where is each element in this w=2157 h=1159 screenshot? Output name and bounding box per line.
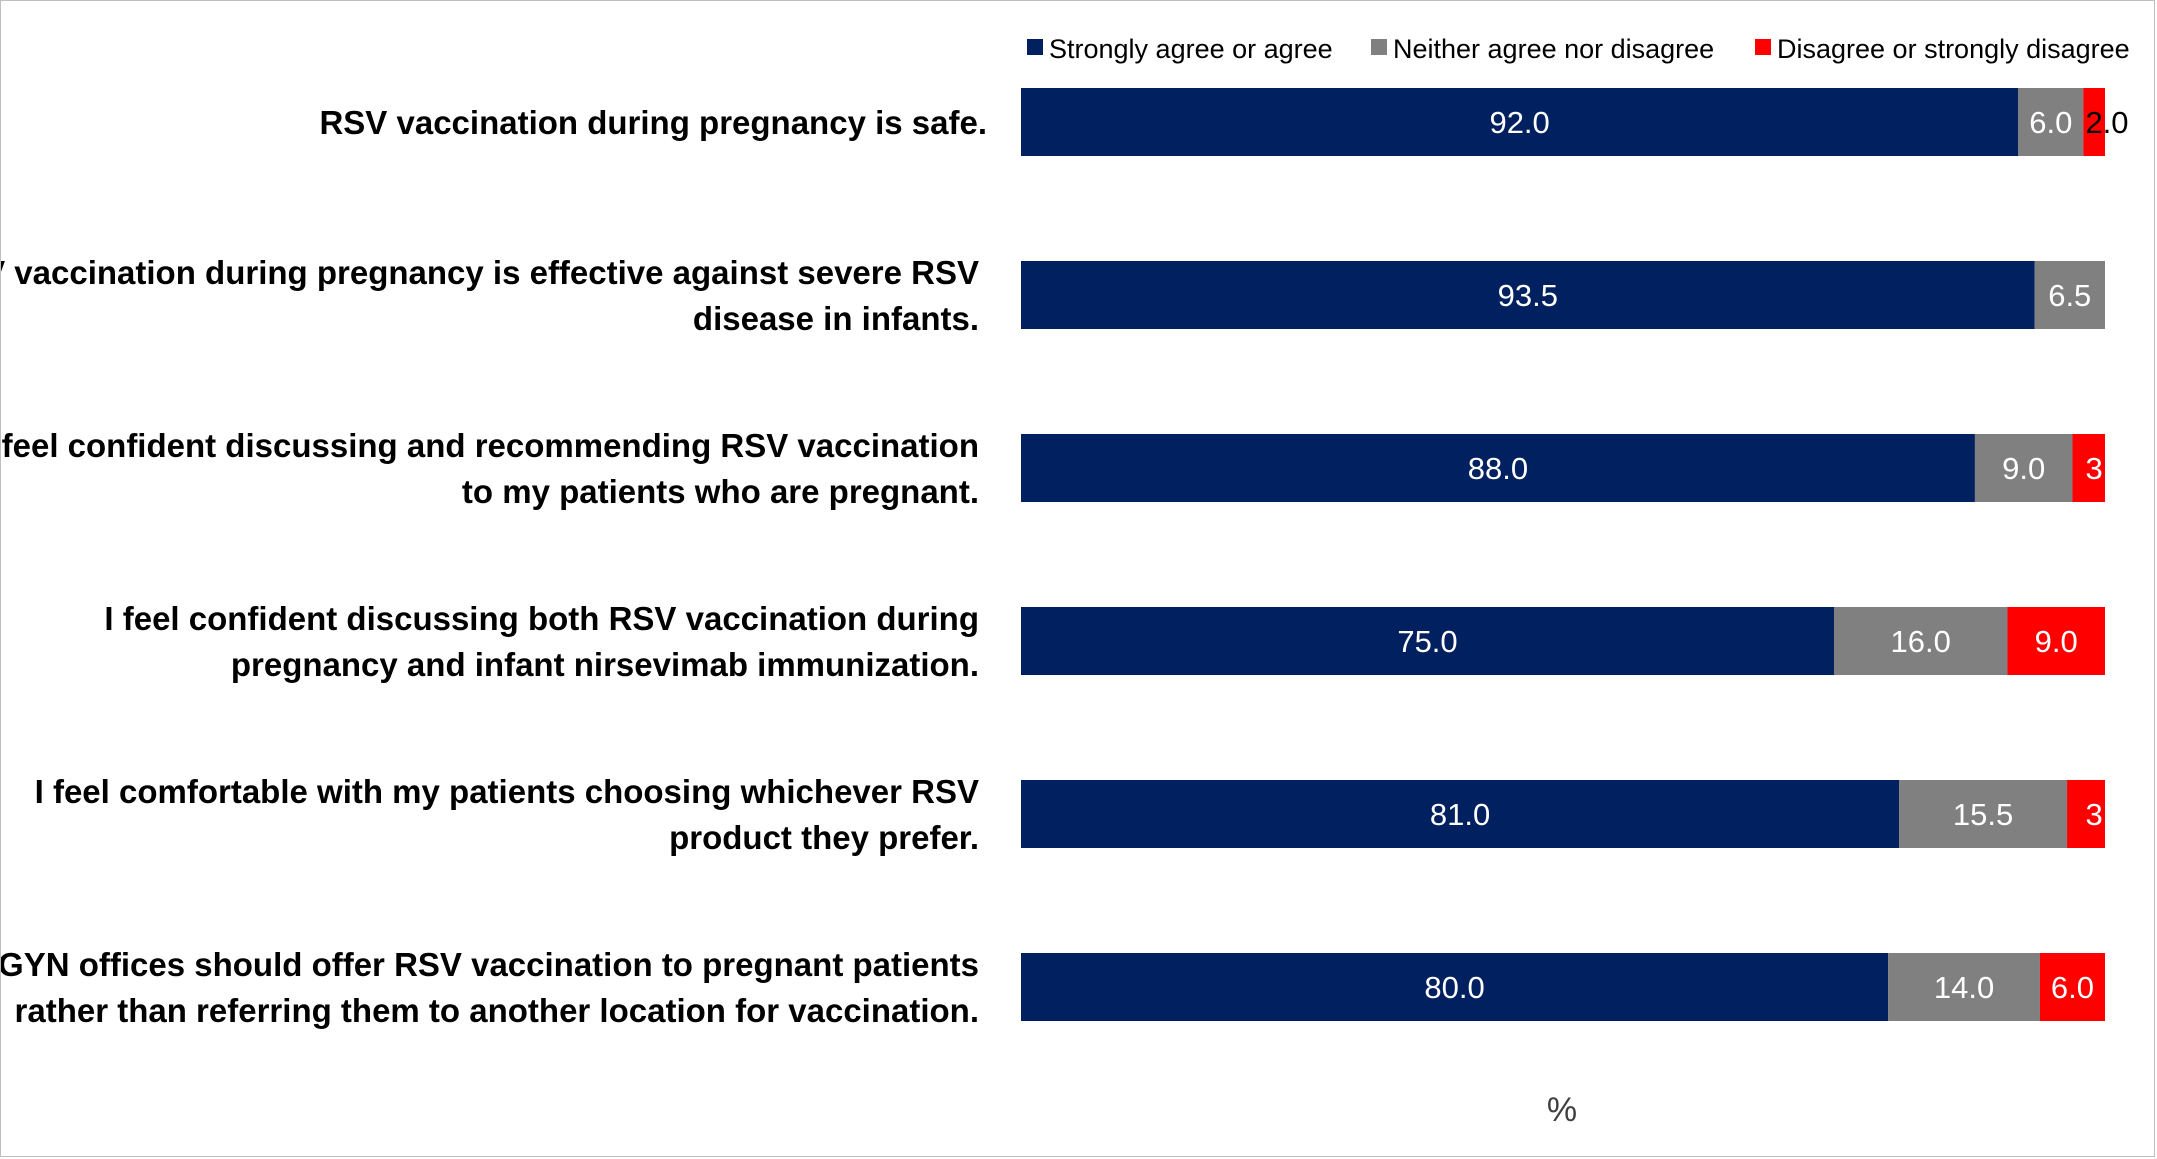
bar-row-4-series-1 [1021, 607, 1834, 675]
x-axis-title: % [1547, 1091, 1577, 1129]
value-label-row-5-series-2: 15.5 [1953, 797, 2013, 832]
bar-row-6-series-3 [2039, 953, 2105, 1021]
category-labels: RSV vaccination during pregnancy is safe… [1, 104, 987, 1029]
category-label-4-line-2: pregnancy and infant nirsevimab immuniza… [231, 646, 979, 683]
category-label-6-line-2: rather than referring them to another lo… [15, 992, 979, 1029]
bars [1021, 88, 2105, 1021]
bar-row-1-series-2 [2018, 88, 2084, 156]
legend-label-3: Disagree or strongly disagree [1777, 34, 2130, 64]
bar-row-6-series-1 [1021, 953, 1889, 1021]
legend-swatch-3 [1755, 39, 1771, 55]
value-label-row-5-series-3: 3.5 [2085, 797, 2128, 832]
value-label-row-3-series-3: 3.0 [2085, 451, 2128, 486]
category-label-1-line-1: RSV vaccination during pregnancy is safe… [319, 104, 987, 141]
bar-row-5-series-3 [2067, 780, 2105, 848]
value-label-row-3-series-1: 88.0 [1468, 451, 1528, 486]
value-label-row-1-series-1: 92.0 [1489, 105, 1549, 140]
category-label-3-line-2: to my patients who are pregnant. [462, 473, 979, 510]
category-label-4-line-1: I feel confident discussing both RSV vac… [104, 600, 979, 637]
category-label-5-line-2: product they prefer. [669, 819, 979, 856]
bar-row-3-series-2 [1974, 434, 2073, 502]
value-label-row-4-series-3: 9.0 [2035, 624, 2078, 659]
legend: Strongly agree or agree Neither agree nor… [1027, 34, 2130, 64]
value-label-row-6-series-1: 80.0 [1424, 970, 1484, 1005]
bar-row-3-series-3 [2072, 434, 2105, 502]
bar-row-1-series-1 [1021, 88, 2019, 156]
value-label-row-4-series-1: 75.0 [1397, 624, 1457, 659]
bar-row-5-series-1 [1021, 780, 1900, 848]
legend-swatch-2 [1371, 39, 1387, 55]
value-label-row-1-series-2: 6.0 [2029, 105, 2072, 140]
category-label-2-line-1: RSV vaccination during pregnancy is effe… [1, 254, 979, 291]
bar-row-5-series-2 [1899, 780, 2068, 848]
value-label-row-2-series-2: 6.5 [2048, 278, 2091, 313]
legend-swatch-1 [1027, 39, 1043, 55]
value-label-row-5-series-1: 81.0 [1430, 797, 1490, 832]
bar-row-4-series-3 [2007, 607, 2105, 675]
value-label-row-4-series-2: 16.0 [1891, 624, 1951, 659]
value-label-row-1-series-3: 2.0 [2085, 105, 2128, 140]
category-label-2-line-2: disease in infants. [693, 300, 979, 337]
legend-label-1: Strongly agree or agree [1049, 34, 1333, 64]
category-label-5-line-1: I feel comfortable with my patients choo… [35, 773, 979, 810]
value-label-row-2-series-1: 93.5 [1498, 278, 1558, 313]
value-label-row-3-series-2: 9.0 [2002, 451, 2045, 486]
value-labels: 92.0 6.0 2.0 93.5 6.5 88.0 9.0 3.0 75.0 16.0 9.0 81… [1397, 105, 2128, 1005]
category-label-6-line-1: OBGYN offices should offer RSV vaccinati… [1, 946, 979, 983]
legend-label-2: Neither agree nor disagree [1393, 34, 1714, 64]
bar-row-3-series-1 [1021, 434, 1975, 502]
value-label-row-6-series-3: 6.0 [2051, 970, 2094, 1005]
bar-row-2-series-2 [2034, 261, 2105, 329]
bar-row-2-series-1 [1021, 261, 2035, 329]
bar-row-6-series-2 [1888, 953, 2040, 1021]
bar-row-4-series-2 [1834, 607, 2008, 675]
bar-row-1-series-3 [2083, 88, 2105, 156]
value-label-row-6-series-2: 14.0 [1934, 970, 1994, 1005]
category-label-3-line-1: I feel confident discussing and recommen… [1, 427, 979, 464]
